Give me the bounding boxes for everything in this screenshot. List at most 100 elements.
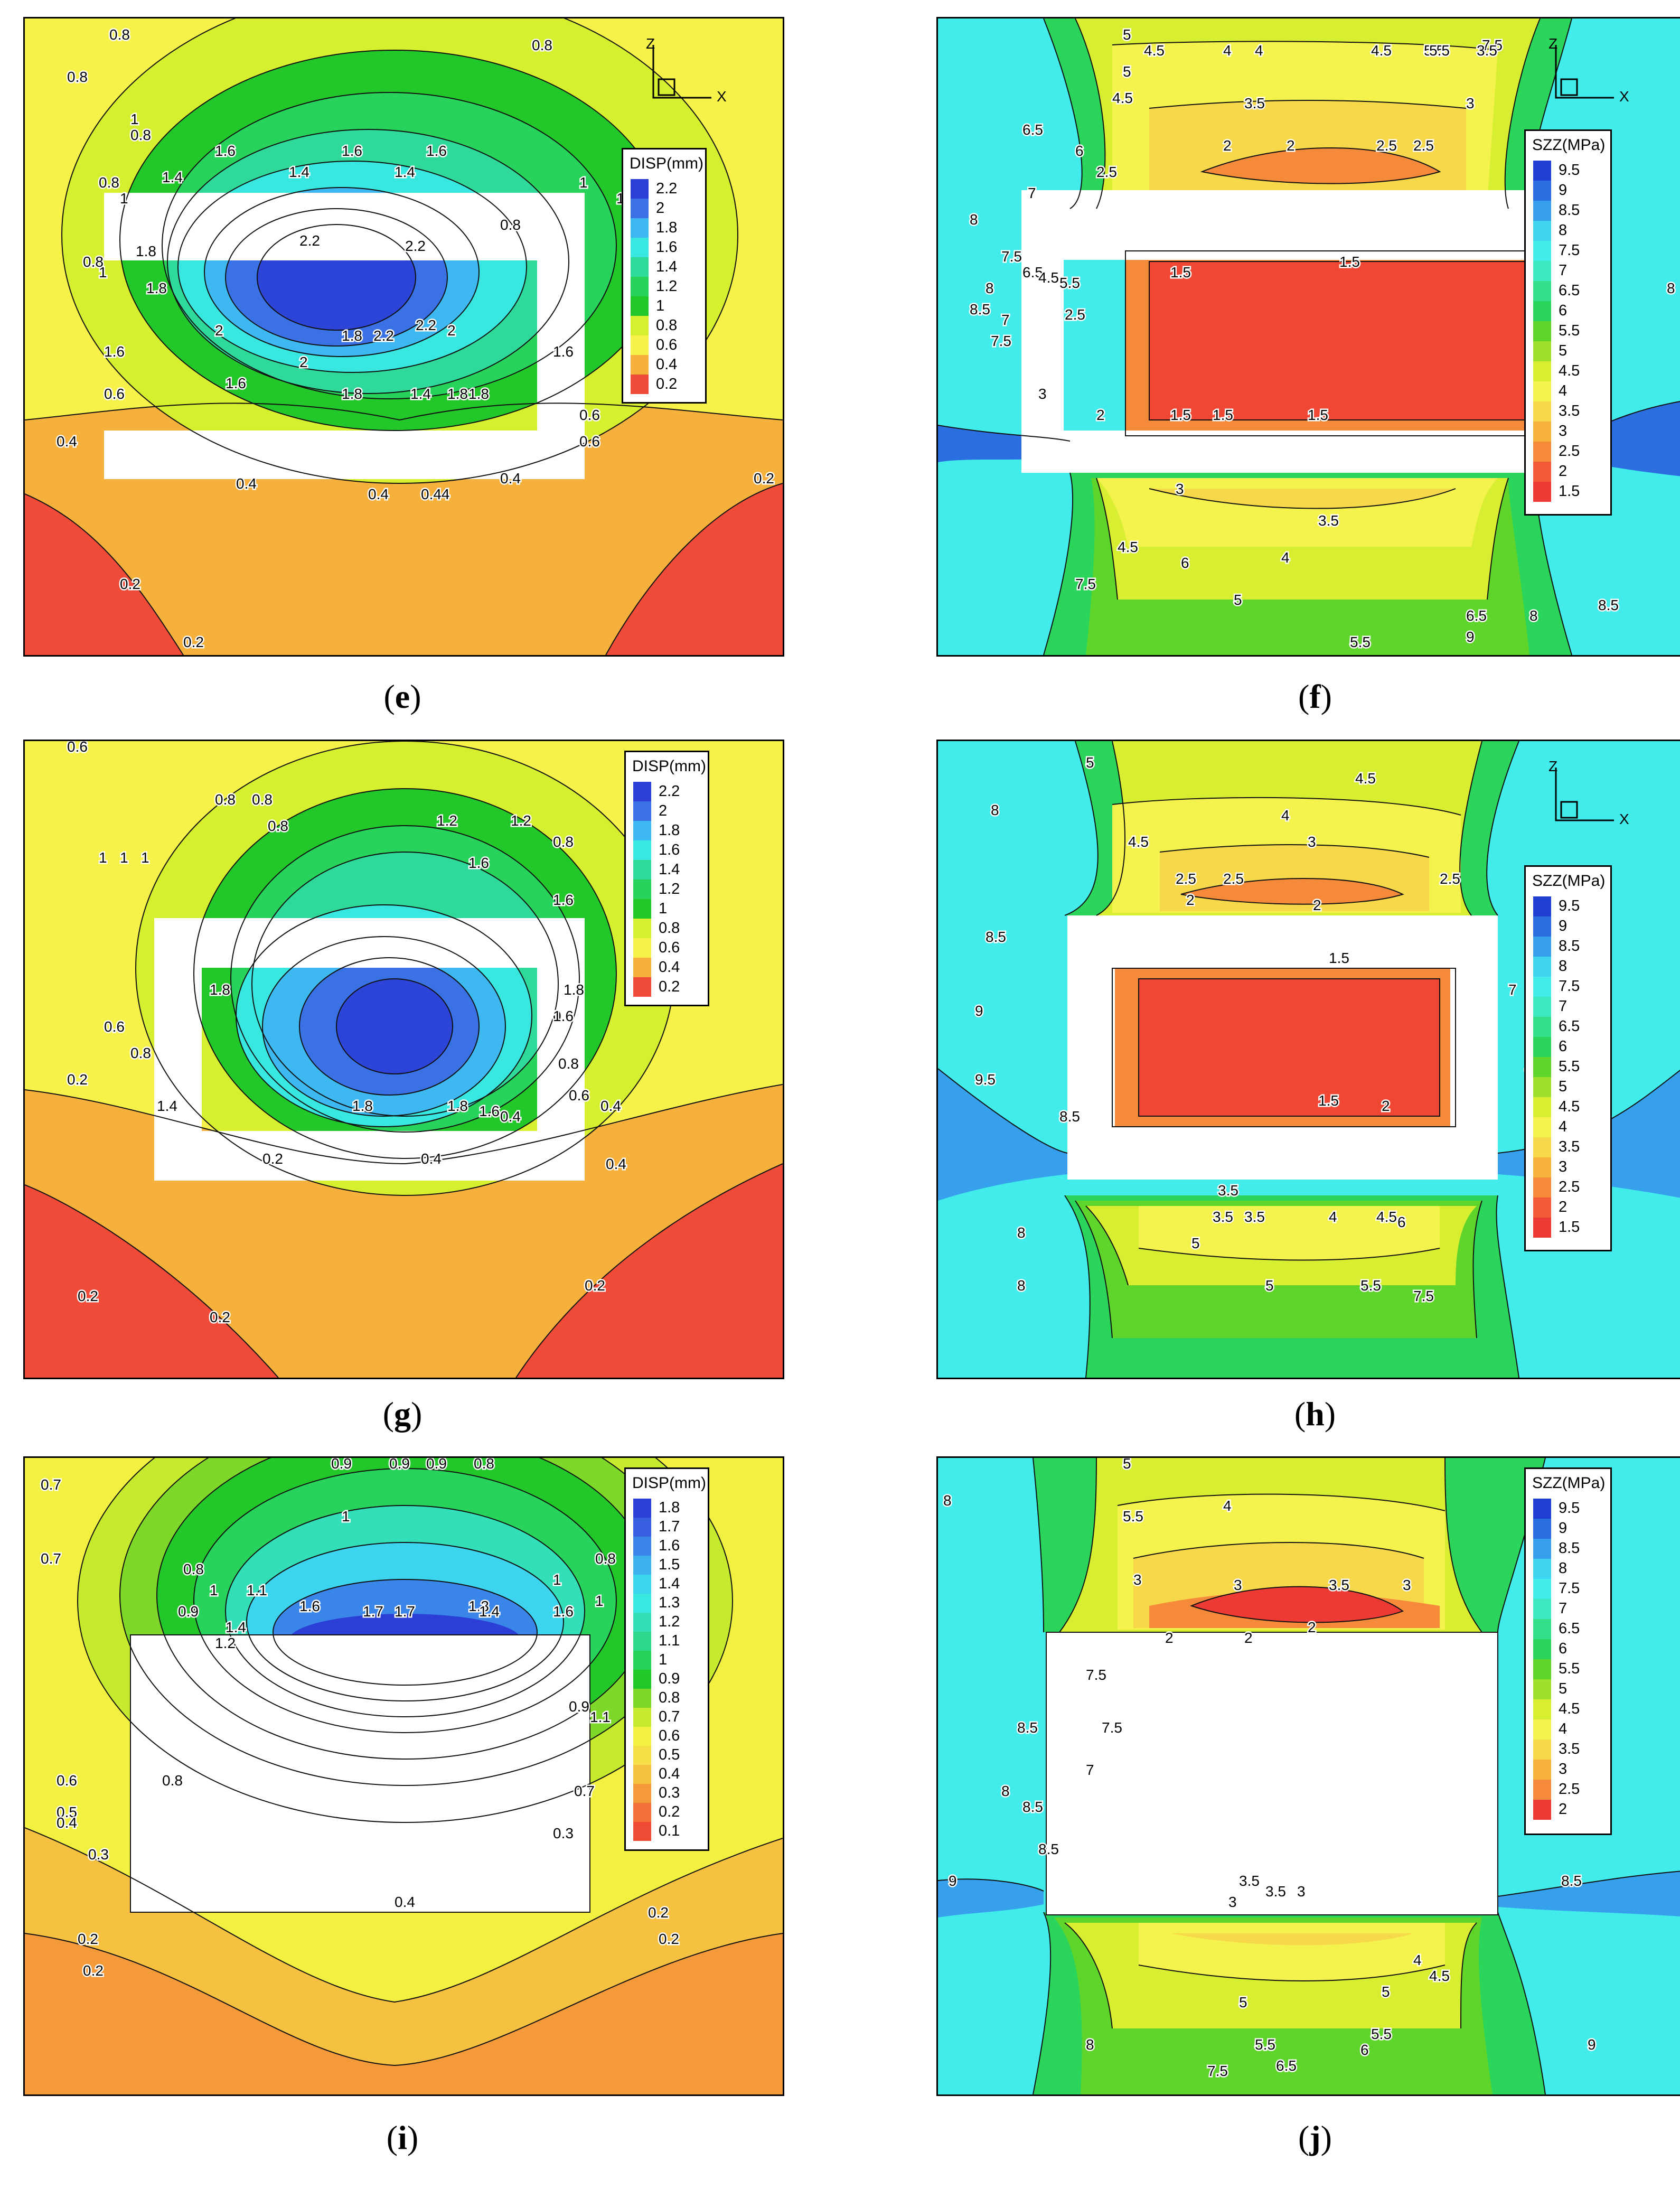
contour-label: 1.8	[447, 386, 468, 402]
contour-label: 1.5	[1170, 264, 1191, 280]
contour-label: 6	[1360, 2042, 1369, 2058]
axis-x-label: X	[1619, 88, 1629, 105]
contour-label: 0.2	[78, 1931, 98, 1947]
legend-level-label: 1.8	[656, 219, 678, 236]
legend-swatch	[1533, 1117, 1551, 1137]
contour-label: 1.4	[157, 1098, 177, 1114]
legend-swatch	[1533, 1800, 1551, 1820]
legend-level-label: 1.7	[659, 1518, 680, 1535]
contour-label: 2	[1165, 1630, 1174, 1646]
contour-label: 0.8	[83, 254, 104, 270]
contour-label: 3	[1308, 834, 1316, 850]
contour-label: 1.6	[104, 343, 125, 360]
contour-label: 1	[99, 849, 107, 866]
contour-label: 2	[1382, 1098, 1390, 1114]
legend-swatch	[631, 179, 649, 199]
contour-label: 0.2	[659, 1931, 679, 1947]
legend-swatch	[1533, 241, 1551, 261]
contour-label: 1.6	[215, 143, 236, 159]
legend-swatch	[633, 1784, 651, 1803]
legend-level-label: 9	[1559, 1520, 1568, 1537]
contour-label: 1.6	[479, 1103, 500, 1119]
contour-label: 3.5	[1239, 1873, 1260, 1889]
contour-label: 1.2	[511, 812, 531, 829]
contour-label: 1.4	[395, 164, 415, 180]
legend-swatch	[1533, 1097, 1551, 1117]
legend-level-label: 3.5	[1559, 403, 1580, 419]
legend-swatch	[1533, 1699, 1551, 1719]
legend-level-label: 9	[1559, 182, 1568, 199]
contour-label: 1.5	[1339, 254, 1360, 270]
caption-e: (e)	[383, 678, 421, 715]
legend-swatch	[1533, 1519, 1551, 1539]
contour-label: 2.5	[1096, 164, 1117, 180]
legend-swatch	[633, 880, 651, 899]
contour-label: 6.5	[1022, 121, 1043, 138]
contour-label: 2.2	[373, 328, 394, 344]
contour-label: 0.8	[252, 791, 273, 808]
contour-label: 5.5	[1350, 634, 1371, 650]
legend-swatch	[631, 355, 649, 375]
contour-label: 0.8	[67, 69, 88, 85]
legend-swatch	[631, 199, 649, 218]
contour-label: 0.8	[532, 37, 552, 53]
contour-label: 1.4	[410, 386, 431, 402]
contour-label: 2.2	[405, 238, 426, 254]
legend-level-label: 1.4	[656, 258, 678, 275]
legend-swatch	[633, 1575, 651, 1594]
contour-label: 0.8	[268, 818, 288, 834]
contour-label: 1	[120, 190, 128, 207]
legend-level-label: 0.6	[659, 939, 680, 956]
contour-label: 1.8	[210, 981, 230, 998]
legend-level-label: 2	[656, 199, 665, 217]
contour-label: 0.9	[569, 1698, 589, 1715]
legend-swatch	[1533, 1157, 1551, 1177]
legend-level-label: 5	[1559, 1078, 1568, 1095]
legend-level-label: 1.6	[656, 238, 678, 256]
contour-label: 1.5	[1213, 407, 1233, 423]
contour-label: 0.7	[574, 1783, 595, 1799]
contour-label: 3.5	[1213, 1209, 1233, 1225]
contour-label: 8.5	[1022, 1799, 1043, 1815]
axis-triad-e: Z X	[637, 35, 743, 145]
contour-label: 8	[943, 1492, 952, 1509]
legend-swatch	[1533, 1760, 1551, 1780]
legend-level-label: 1.1	[659, 1632, 680, 1649]
legend-level-label: 4	[1559, 1720, 1568, 1737]
legend-swatch	[633, 899, 651, 919]
contour-label: 3	[1228, 1894, 1237, 1910]
contour-label: 4	[1281, 807, 1290, 824]
legend-swatch	[633, 782, 651, 801]
contour-label: 5	[1239, 1994, 1247, 2010]
contour-label: 1	[342, 1508, 350, 1524]
contour-label: 8	[986, 280, 994, 296]
panel-e: 0.8 0.8 0.8 0.8 0.8 1 1 1.4 1.4 1.4 1.6 1.6 1.6 1.8 1.…	[23, 17, 784, 657]
legend-level-label: 3.5	[1559, 1138, 1580, 1155]
legend-swatch	[633, 840, 651, 860]
legend-swatch	[1533, 321, 1551, 341]
legend-level-label: 4.5	[1559, 1700, 1580, 1717]
legend-swatch	[633, 1689, 651, 1708]
caption-i: (i)	[386, 2119, 419, 2156]
axis-z-label: Z	[646, 35, 655, 52]
contour-label: 1.6	[299, 1598, 320, 1614]
legend-level-label: 1.6	[659, 1537, 680, 1554]
legend-level-label: 1.8	[659, 1499, 680, 1516]
legend-title: DISP(mm)	[632, 757, 706, 775]
contour-label: 2.5	[1176, 871, 1196, 887]
contour-label: 5.5	[1429, 42, 1450, 59]
contour-label: 8.5	[1598, 597, 1619, 613]
legend-f: SZZ(MPa) 9.5 9 8.5 8 7.5 7 6.5 6 5.5 5 4.5 4 3.5 3 2.5…	[1524, 129, 1612, 516]
legend-level-label: 2.5	[1559, 443, 1580, 460]
legend-swatch	[633, 1822, 651, 1841]
legend-level-label: 0.8	[656, 316, 678, 334]
legend-level-label: 8	[1559, 958, 1568, 975]
legend-level-label: 0.6	[659, 1727, 680, 1744]
legend-level-label: 6.5	[1559, 282, 1580, 299]
contour-label: 7	[1086, 1762, 1094, 1778]
contour-label: 2	[299, 354, 308, 370]
caption-j: (j)	[1298, 2119, 1332, 2156]
contour-label: 4.5	[1376, 1209, 1397, 1225]
contour-label: 8	[1667, 280, 1675, 296]
contour-label: 7.5	[1413, 1288, 1434, 1304]
